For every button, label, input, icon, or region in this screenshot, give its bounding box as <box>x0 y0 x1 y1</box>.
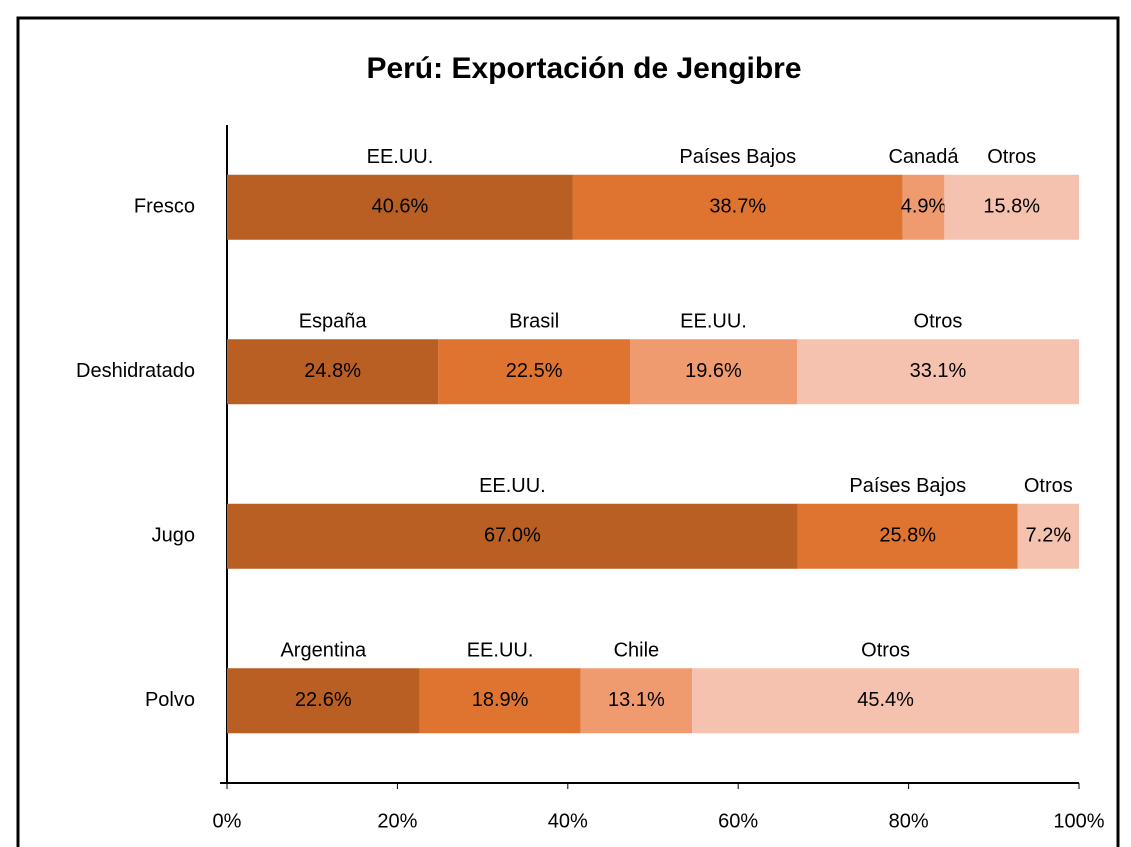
data-label: 19.6% <box>685 360 742 382</box>
bar-segment <box>227 503 798 569</box>
bar-segment <box>227 668 420 734</box>
segment-name: EE.UU. <box>680 311 747 333</box>
bar-segment <box>692 668 1079 734</box>
segment-name: EE.UU. <box>367 146 434 168</box>
segment-name: EE.UU. <box>479 475 546 497</box>
bar-segment <box>796 339 1079 405</box>
data-label: 33.1% <box>910 360 967 382</box>
segment-name: EE.UU. <box>467 640 534 662</box>
data-label: 24.8% <box>304 360 361 382</box>
segment-name: Brasil <box>509 311 559 333</box>
bar-segment <box>419 668 581 734</box>
y-tick-label: Polvo <box>145 689 195 711</box>
data-label: 67.0% <box>484 525 541 547</box>
data-label: 4.9% <box>901 196 947 218</box>
segment-name: España <box>299 311 368 333</box>
bar-segment <box>580 668 693 734</box>
segment-name: Otros <box>1024 475 1073 497</box>
x-tick-label: 60% <box>718 810 758 832</box>
bar-segment <box>797 503 1018 569</box>
segment-name: Canadá <box>888 146 959 168</box>
bar-segment <box>438 339 630 405</box>
x-tick-label: 40% <box>548 810 588 832</box>
segment-name: Otros <box>987 146 1036 168</box>
data-label: 13.1% <box>608 689 665 711</box>
data-label: 45.4% <box>857 689 914 711</box>
bar-segment <box>944 174 1079 240</box>
x-tick-label: 20% <box>377 810 417 832</box>
segment-name: Otros <box>861 640 910 662</box>
chart-title: Perú: Exportación de Jengibre <box>366 52 801 85</box>
y-tick-label: Jugo <box>152 525 195 547</box>
data-label: 25.8% <box>879 525 936 547</box>
bar-segment <box>902 174 945 240</box>
bar-segment <box>227 174 573 240</box>
segment-name: Países Bajos <box>679 146 796 168</box>
x-tick-label: 80% <box>889 810 929 832</box>
data-label: 7.2% <box>1026 525 1072 547</box>
y-tick-label: Deshidratado <box>76 360 195 382</box>
x-tick-label: 100% <box>1053 810 1104 832</box>
bar-segment <box>1017 503 1079 569</box>
data-label: 15.8% <box>983 196 1040 218</box>
data-label: 38.7% <box>709 196 766 218</box>
data-label: 18.9% <box>472 689 529 711</box>
data-label: 22.5% <box>506 360 563 382</box>
x-tick-label: 0% <box>213 810 242 832</box>
bar-segment <box>629 339 797 405</box>
segment-name: Otros <box>914 311 963 333</box>
bar-segment <box>227 339 439 405</box>
bar-segment <box>572 174 903 240</box>
segment-name: Chile <box>614 640 660 662</box>
data-label: 22.6% <box>295 689 352 711</box>
segment-name: Países Bajos <box>849 475 966 497</box>
segment-name: Argentina <box>280 640 366 662</box>
data-label: 40.6% <box>372 196 429 218</box>
y-tick-label: Fresco <box>134 196 195 218</box>
